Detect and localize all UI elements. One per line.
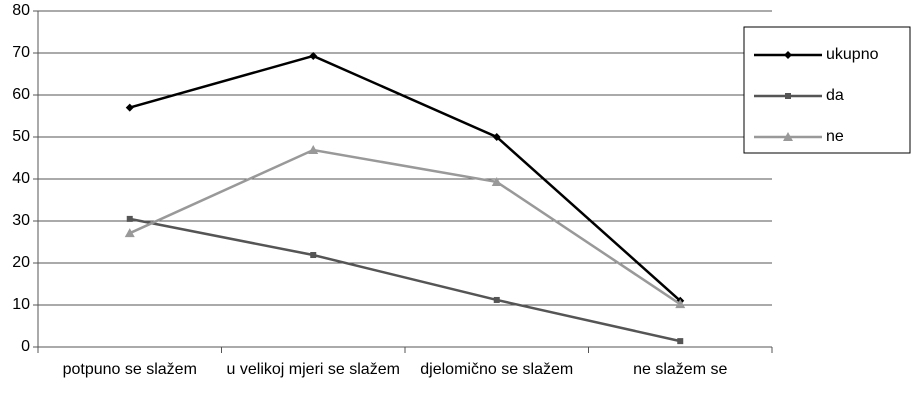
marker [785,93,791,99]
y-tick-label: 40 [12,170,30,187]
x-tick-label: u velikoj mjeri se slažem [226,361,400,378]
marker [493,296,500,303]
marker [124,228,135,238]
series-line [129,54,682,302]
marker [309,51,318,60]
legend-box [743,26,911,154]
x-tick-label: potpuno se slažem [62,361,197,378]
marker [491,176,502,186]
y-tick-label: 10 [12,296,30,313]
x-tick-label: ne slažem se [633,361,728,378]
y-tick-label: 30 [12,212,30,229]
y-tick-label: 20 [12,254,30,271]
y-tick-label: 0 [21,338,30,355]
series-line [129,217,681,343]
series-line [129,148,681,306]
marker [784,51,792,59]
marker [310,252,317,259]
x-tick-label: djelomično se slažem [420,361,574,378]
marker [677,338,684,345]
legend-label: da [826,87,844,104]
marker [126,215,133,222]
marker [675,299,686,309]
legend-label: ne [826,128,844,145]
marker [308,145,319,155]
y-tick-label: 60 [12,86,30,103]
marker [125,103,134,112]
y-tick-label: 70 [12,44,30,61]
legend-label: ukupno [826,46,879,63]
y-tick-label: 80 [12,2,30,19]
marker [492,133,501,141]
y-tick-label: 50 [12,128,30,145]
marker [783,132,793,141]
